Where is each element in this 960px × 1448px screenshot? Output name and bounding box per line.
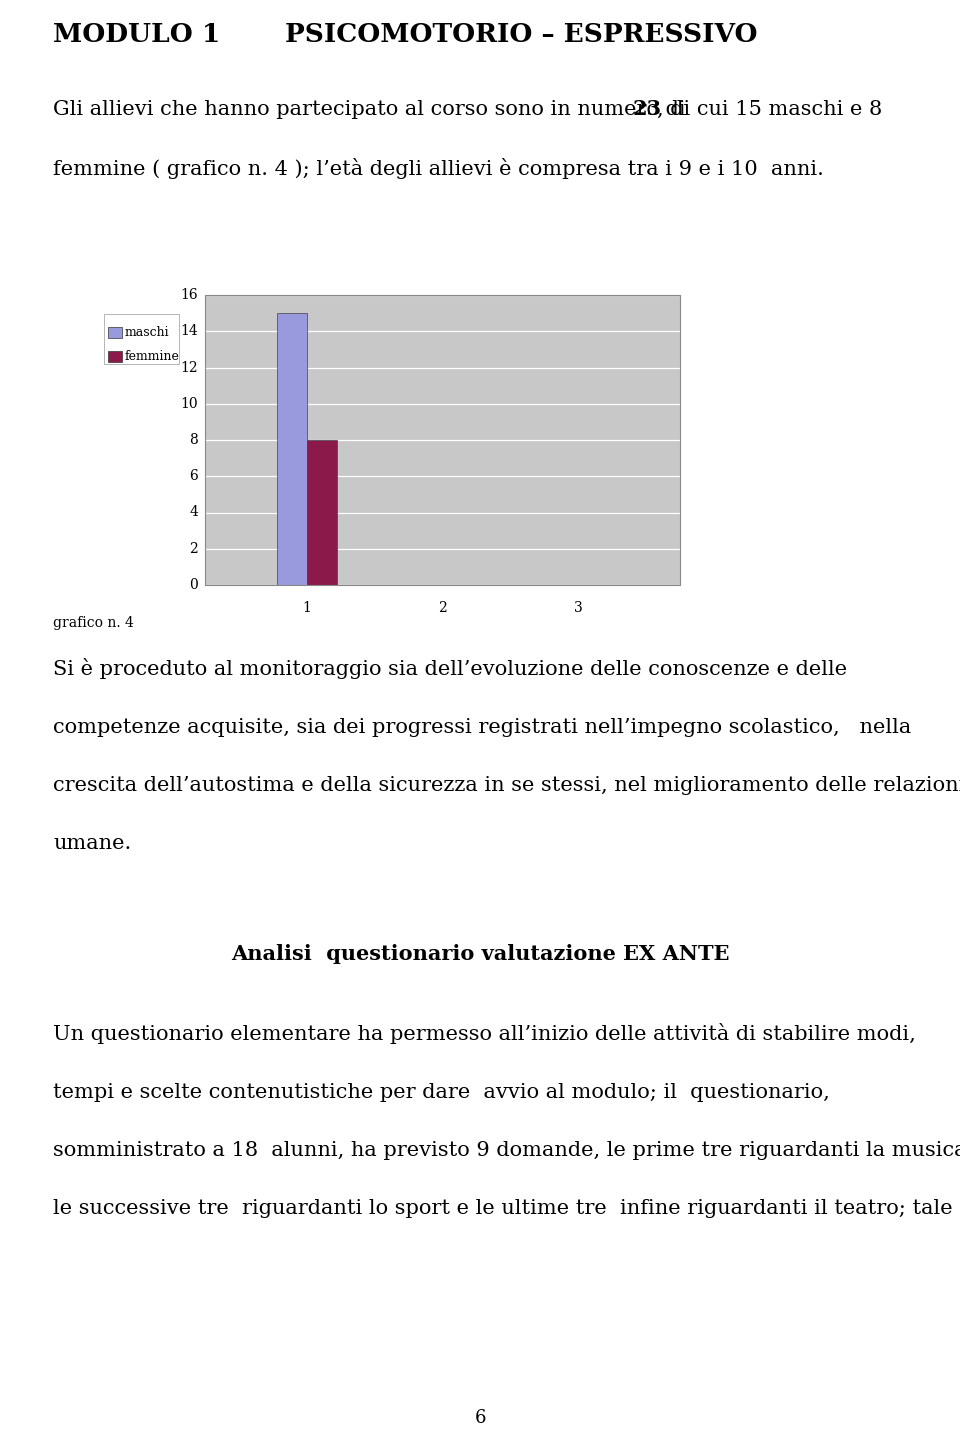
Text: 23: 23 xyxy=(633,98,662,119)
Text: Analisi  questionario valutazione EX ANTE: Analisi questionario valutazione EX ANTE xyxy=(230,944,730,964)
Text: , di cui 15 maschi e 8: , di cui 15 maschi e 8 xyxy=(657,100,882,119)
Text: 12: 12 xyxy=(180,361,198,375)
Text: competenze acquisite, sia dei progressi registrati nell’impegno scolastico,   ne: competenze acquisite, sia dei progressi … xyxy=(53,718,911,737)
Text: 6: 6 xyxy=(474,1409,486,1426)
Text: 10: 10 xyxy=(180,397,198,411)
Text: crescita dell’autostima e della sicurezza in se stessi, nel miglioramento delle : crescita dell’autostima e della sicurezz… xyxy=(53,776,960,795)
Text: le successive tre  riguardanti lo sport e le ultime tre  infine riguardanti il t: le successive tre riguardanti lo sport e… xyxy=(53,1199,952,1218)
Text: umane.: umane. xyxy=(53,834,132,853)
Text: 8: 8 xyxy=(189,433,198,447)
Text: 6: 6 xyxy=(189,469,198,484)
Text: 2: 2 xyxy=(189,542,198,556)
Text: somministrato a 18  alunni, ha previsto 9 domande, le prime tre riguardanti la m: somministrato a 18 alunni, ha previsto 9… xyxy=(53,1141,960,1160)
Bar xyxy=(108,327,122,337)
Text: grafico n. 4: grafico n. 4 xyxy=(53,615,133,630)
Text: Si è proceduto al monitoraggio sia dell’evoluzione delle conoscenze e delle: Si è proceduto al monitoraggio sia dell’… xyxy=(53,657,847,679)
Bar xyxy=(307,440,337,585)
Bar xyxy=(104,314,179,363)
Bar xyxy=(276,313,307,585)
Bar xyxy=(108,350,122,362)
Text: PSICOMOTORIO – ESPRESSIVO: PSICOMOTORIO – ESPRESSIVO xyxy=(285,22,757,46)
Text: maschi: maschi xyxy=(125,326,170,339)
Text: 4: 4 xyxy=(189,505,198,520)
Text: 2: 2 xyxy=(438,601,446,615)
Text: MODULO 1: MODULO 1 xyxy=(53,22,220,46)
Text: 14: 14 xyxy=(180,324,198,339)
Text: 16: 16 xyxy=(180,288,198,303)
Bar xyxy=(205,295,680,585)
Text: 0: 0 xyxy=(189,578,198,592)
Text: Gli allievi che hanno partecipato al corso sono in numero di: Gli allievi che hanno partecipato al cor… xyxy=(53,100,699,119)
Text: tempi e scelte contenutistiche per dare  avvio al modulo; il  questionario,: tempi e scelte contenutistiche per dare … xyxy=(53,1083,829,1102)
Text: Un questionario elementare ha permesso all’inizio delle attività di stabilire mo: Un questionario elementare ha permesso a… xyxy=(53,1022,916,1044)
Text: 1: 1 xyxy=(302,601,311,615)
Text: 3: 3 xyxy=(574,601,583,615)
Text: femmine: femmine xyxy=(125,350,180,363)
Text: femmine ( grafico n. 4 ); l’età degli allievi è compresa tra i 9 e i 10  anni.: femmine ( grafico n. 4 ); l’età degli al… xyxy=(53,158,824,180)
